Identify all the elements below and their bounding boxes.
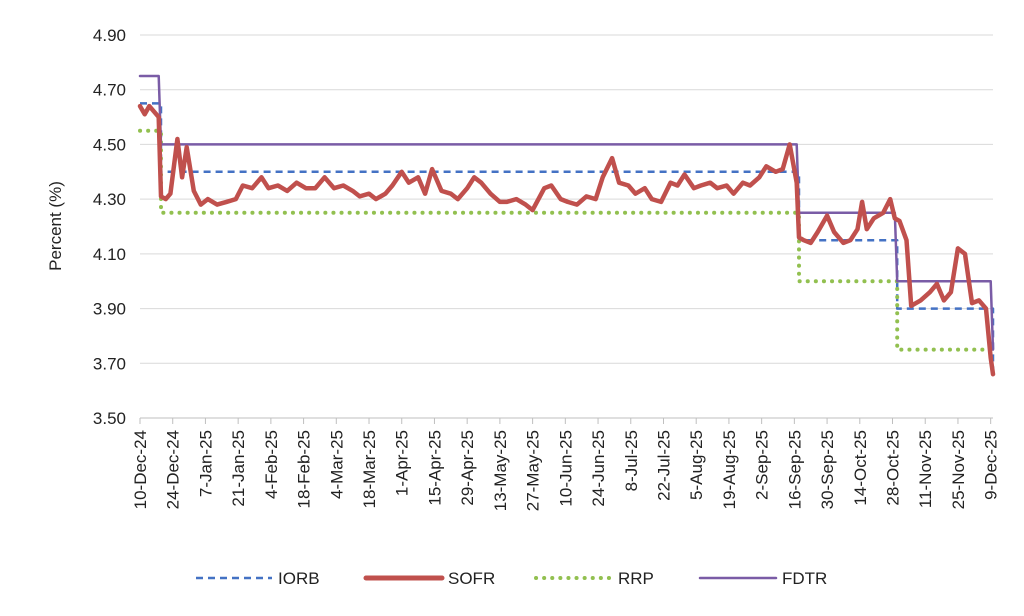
x-tick-label: 15-Apr-25 <box>425 430 444 506</box>
x-tick-label: 18-Feb-25 <box>295 430 314 508</box>
legend-label-rrp: RRP <box>618 569 654 588</box>
series-line-rrp <box>138 128 995 352</box>
x-tick-label: 1-Apr-25 <box>393 430 412 496</box>
x-tick-label: 24-Dec-24 <box>164 430 183 509</box>
x-tick-label: 24-Jun-25 <box>589 430 608 507</box>
x-tick-label: 25-Nov-25 <box>949 430 968 509</box>
legend-label-fdtr: FDTR <box>782 569 827 588</box>
x-tick-label: 8-Jul-25 <box>622 430 641 491</box>
x-tick-label: 22-Jul-25 <box>654 430 673 501</box>
y-axis-label: Percent (%) <box>46 181 65 271</box>
x-tick-label: 10-Dec-24 <box>131 430 150 509</box>
x-tick-label: 13-May-25 <box>491 430 510 511</box>
x-tick-label: 16-Sep-25 <box>785 430 804 509</box>
x-tick-label: 30-Sep-25 <box>818 430 837 509</box>
y-tick-label: 4.30 <box>93 190 126 209</box>
y-tick-label: 3.50 <box>93 409 126 428</box>
axes <box>139 417 993 424</box>
y-tick-label: 4.10 <box>93 245 126 264</box>
x-tick-label: 21-Jan-25 <box>229 430 248 507</box>
x-tick-label: 10-Jun-25 <box>556 430 575 507</box>
x-tick-label: 9-Dec-25 <box>982 430 1001 500</box>
y-tick-label: 3.90 <box>93 300 126 319</box>
y-tick-label: 3.70 <box>93 354 126 373</box>
x-tick-label: 7-Jan-25 <box>196 430 215 497</box>
y-tick-label: 4.90 <box>93 26 126 45</box>
x-tick-label: 14-Oct-25 <box>851 430 870 506</box>
x-tick-label: 5-Aug-25 <box>687 430 706 500</box>
x-tick-label: 19-Aug-25 <box>720 430 739 509</box>
y-tick-label: 4.70 <box>93 81 126 100</box>
x-tick-label: 28-Oct-25 <box>884 430 903 506</box>
x-tick-label: 2-Sep-25 <box>753 430 772 500</box>
y-tick-labels: 4.90 4.70 4.50 4.30 4.10 3.90 3.70 3.50 <box>93 26 126 428</box>
series-line-sofr <box>137 103 996 377</box>
x-tick-label: 11-Nov-25 <box>916 430 935 508</box>
x-tick-label: 4-Feb-25 <box>262 430 281 499</box>
legend: IORB SOFR RRP FDTR <box>196 569 827 588</box>
x-tick-label: 27-May-25 <box>524 430 543 511</box>
x-tick-label: 29-Apr-25 <box>458 430 477 506</box>
y-tick-label: 4.50 <box>93 135 126 154</box>
legend-label-iorb: IORB <box>278 569 320 588</box>
x-tick-label: 18-Mar-25 <box>360 430 379 508</box>
legend-label-sofr: SOFR <box>448 569 495 588</box>
x-tick-label: 4-Mar-25 <box>327 430 346 499</box>
x-tick-labels: 10-Dec-24 24-Dec-24 7-Jan-25 21-Jan-25 4-Feb… <box>131 430 1001 511</box>
series-lines <box>137 74 996 377</box>
